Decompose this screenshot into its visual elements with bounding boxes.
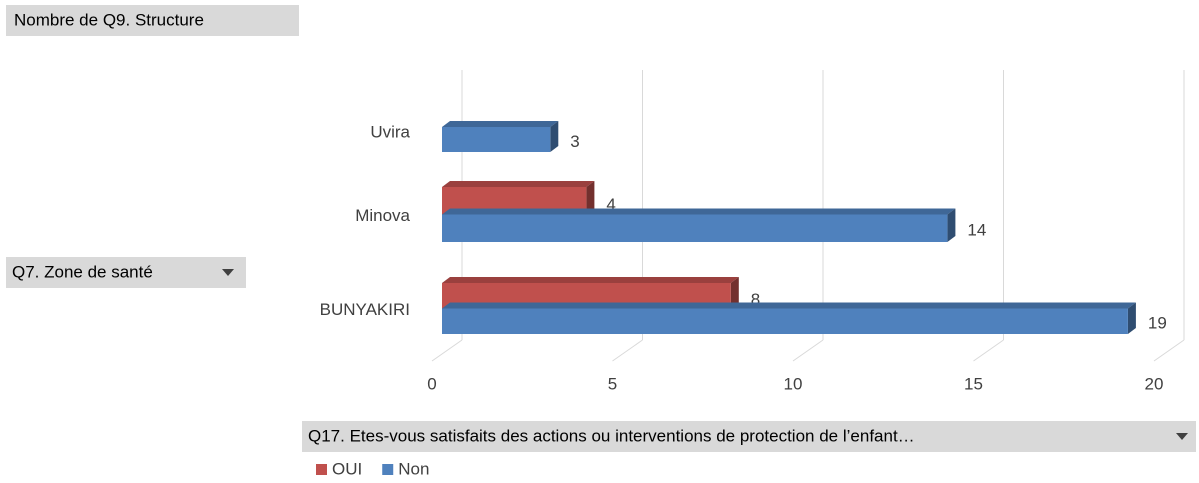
axis-field-button[interactable]: [6, 257, 246, 288]
x-tick-label: 5: [608, 374, 617, 393]
category-label: BUNYAKIRI: [320, 300, 410, 319]
dropdown-arrow: [222, 269, 234, 276]
legend-label: OUI: [332, 459, 362, 478]
bar-side: [730, 277, 739, 309]
floor-grid-line: [973, 339, 1004, 362]
bar: [442, 127, 551, 152]
category-label: Minova: [355, 206, 410, 225]
legend-field-label: Q17. Etes-vous satisfaits des actions ou…: [308, 426, 915, 445]
x-tick-label: 0: [427, 374, 436, 393]
bar: [442, 308, 1128, 334]
floor-grid-line: [1153, 339, 1185, 362]
floor-grid-line: [431, 339, 463, 362]
axis-field-label: Q7. Zone de santé: [12, 262, 153, 281]
legend-field-button[interactable]: [302, 421, 1196, 452]
value-field-label: Nombre de Q9. Structure: [14, 10, 204, 29]
bar: [442, 214, 948, 242]
bar-side: [586, 181, 595, 215]
bar-top: [442, 302, 1136, 309]
category-label: Uvira: [370, 122, 410, 141]
bar-side: [550, 121, 559, 152]
bar-top: [442, 208, 956, 215]
floor-grid-line: [792, 339, 824, 362]
floor-grid-line: [612, 339, 643, 362]
dropdown-arrow: [1176, 433, 1188, 440]
data-label: 19: [1148, 314, 1167, 333]
legend-label: Non: [398, 459, 429, 478]
data-label: 14: [967, 221, 986, 240]
bar-top: [442, 181, 595, 187]
legend-swatch: [382, 464, 394, 475]
bar-top: [442, 277, 739, 283]
legend-swatch: [316, 464, 327, 475]
data-label: 8: [751, 290, 760, 309]
bar-side: [947, 208, 956, 242]
bar-top: [442, 121, 559, 127]
data-label: 4: [606, 195, 615, 214]
x-tick-label: 15: [964, 374, 983, 393]
bar-side: [1127, 302, 1136, 334]
x-tick-label: 10: [784, 374, 803, 393]
x-tick-label: 20: [1145, 374, 1164, 393]
value-field-button[interactable]: [6, 5, 299, 36]
data-label: 3: [570, 132, 579, 151]
